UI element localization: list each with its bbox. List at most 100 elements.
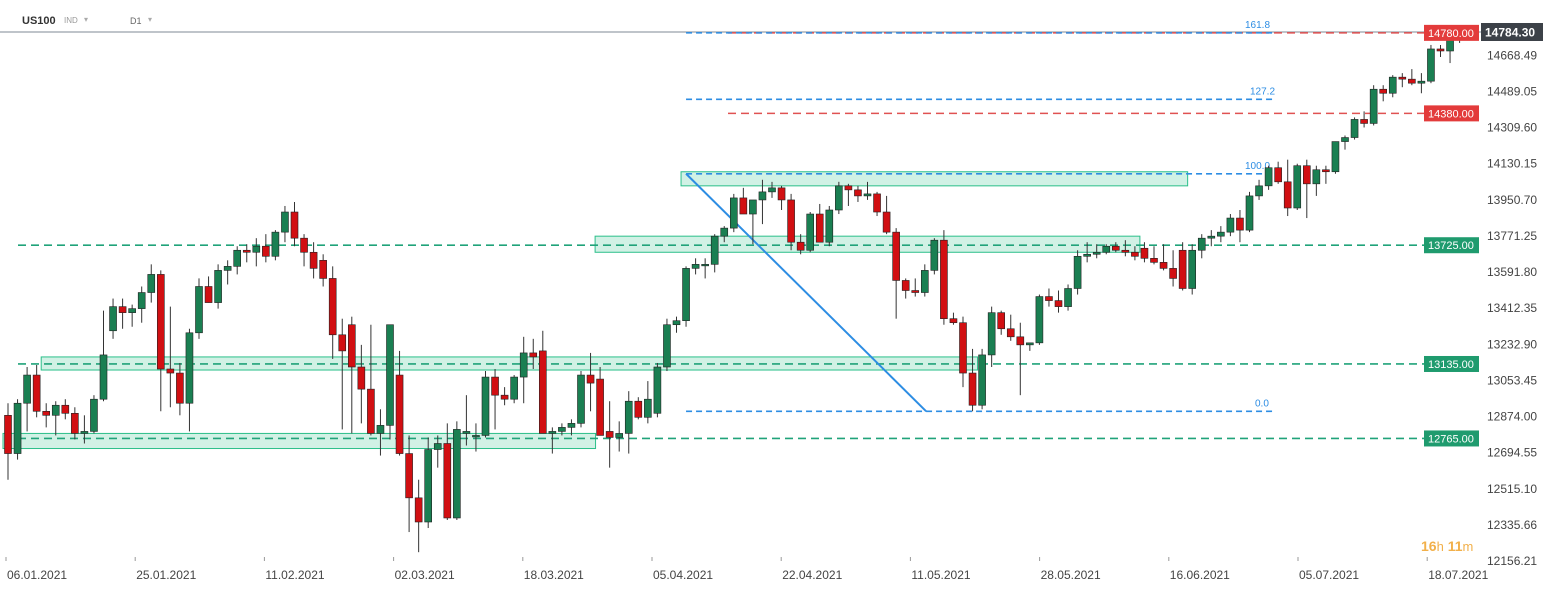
candle-body (529, 352, 538, 358)
y-axis-tick-label: 12156.21 (1487, 554, 1537, 568)
candle-body (691, 264, 700, 269)
y-axis-tick-label: 14668.49 (1487, 48, 1537, 62)
candle-body (453, 429, 461, 519)
candle-body (1360, 119, 1368, 124)
candle-body (548, 431, 557, 434)
y-axis-tick-label: 13591.80 (1487, 265, 1537, 279)
x-axis-tick-label: 05.04.2021 (653, 568, 713, 582)
candle-body (806, 213, 815, 251)
candle-body (624, 400, 633, 434)
candle-body (1255, 185, 1263, 197)
candle-body (796, 241, 805, 251)
candle-body (920, 270, 929, 293)
price-level-tag (1424, 24, 1479, 41)
candle-body (1312, 169, 1321, 185)
candle-body (1102, 245, 1111, 253)
candle-body (538, 350, 547, 434)
candle-body (23, 374, 31, 404)
candle-body (1331, 141, 1340, 173)
candle-body (1121, 249, 1130, 253)
candle-body (386, 324, 394, 426)
candle-body (300, 237, 308, 253)
price-level-tag (1424, 430, 1479, 447)
candle-body (1188, 249, 1196, 289)
candle-body (1245, 195, 1254, 231)
price-level-tag-label: 13135.00 (1428, 359, 1474, 371)
last-price-tag-label: 14784.30 (1485, 26, 1535, 40)
candle-body (328, 278, 337, 336)
candle-body (1408, 78, 1416, 84)
interval-label[interactable]: D1 (130, 16, 142, 26)
candle-body (1140, 247, 1149, 259)
candle-body (1131, 251, 1139, 257)
countdown-hours-unit: h (1436, 539, 1444, 554)
candle-body (433, 443, 442, 450)
chevron-down-icon[interactable]: ▾ (84, 15, 89, 24)
candle-body (271, 231, 280, 257)
support-zone (680, 171, 1189, 187)
candle-body (1379, 88, 1387, 94)
candle-body (13, 402, 22, 454)
candle-body (873, 193, 881, 213)
candle-body (414, 497, 423, 523)
candle-body (777, 187, 786, 201)
candle-body (1207, 235, 1216, 239)
candle-body (195, 286, 203, 334)
x-axis-tick-label: 06.01.2021 (7, 568, 67, 582)
candle-body (109, 306, 117, 332)
candle-body (252, 245, 261, 253)
y-axis-tick-label: 12874.00 (1487, 410, 1537, 424)
candle-body (242, 249, 251, 253)
price-level-tag-label: 14380.00 (1428, 108, 1474, 120)
y-axis-tick-label: 12515.10 (1487, 482, 1537, 496)
candle-body (1073, 255, 1082, 289)
asset-class-label[interactable]: IND (64, 16, 78, 25)
candle-body (1159, 262, 1168, 269)
candle-body (367, 388, 375, 434)
candle-body (672, 320, 681, 326)
y-axis-tick-label: 14489.05 (1487, 84, 1537, 98)
candle-countdown: 16h 11m (1421, 538, 1473, 554)
candle-body (739, 197, 748, 215)
x-axis-tick-label: 18.07.2021 (1428, 568, 1488, 582)
symbol-label[interactable]: US100 (22, 15, 56, 27)
candle-body (1398, 76, 1407, 80)
x-axis-tick-label: 02.03.2021 (395, 568, 455, 582)
candle-body (940, 239, 948, 319)
candle-body (510, 376, 518, 400)
candle-body (720, 227, 729, 237)
candle-body (223, 266, 232, 271)
candle-body (682, 268, 690, 322)
candle-body (1217, 231, 1225, 237)
candle-body (968, 372, 977, 406)
candle-body (99, 354, 108, 400)
candle-body (519, 352, 528, 378)
price-level-tag (1424, 105, 1479, 122)
candle-body (281, 211, 289, 233)
candle-body (844, 185, 853, 191)
y-axis-tick-label: 13950.70 (1487, 193, 1537, 207)
x-axis-tick-label: 05.07.2021 (1299, 568, 1359, 582)
candle-body (262, 245, 270, 257)
candle-body (901, 280, 910, 291)
price-level-tag-label: 13725.00 (1428, 240, 1474, 252)
y-axis-tick-label: 14130.15 (1487, 157, 1537, 171)
candle-body (615, 433, 624, 438)
candle-body (1350, 119, 1359, 138)
chevron-down-icon[interactable]: ▾ (148, 15, 153, 24)
fib-level-label: 161.8 (1245, 20, 1270, 31)
candle-body (204, 286, 213, 303)
x-axis-tick-label: 11.02.2021 (265, 568, 324, 582)
candle-body (290, 211, 299, 239)
candle-body (758, 191, 767, 201)
candle-body (1092, 251, 1101, 255)
x-axis-tick-label: 18.03.2021 (524, 568, 584, 582)
candle-body (1303, 165, 1311, 185)
chart-toolbar: US100 IND ▾ D1 ▾ (0, 0, 1546, 32)
candle-body (911, 290, 920, 293)
candle-body (997, 312, 1006, 330)
x-axis-tick-label: 11.05.2021 (911, 568, 970, 582)
x-axis-tick-label: 28.05.2021 (1041, 568, 1101, 582)
